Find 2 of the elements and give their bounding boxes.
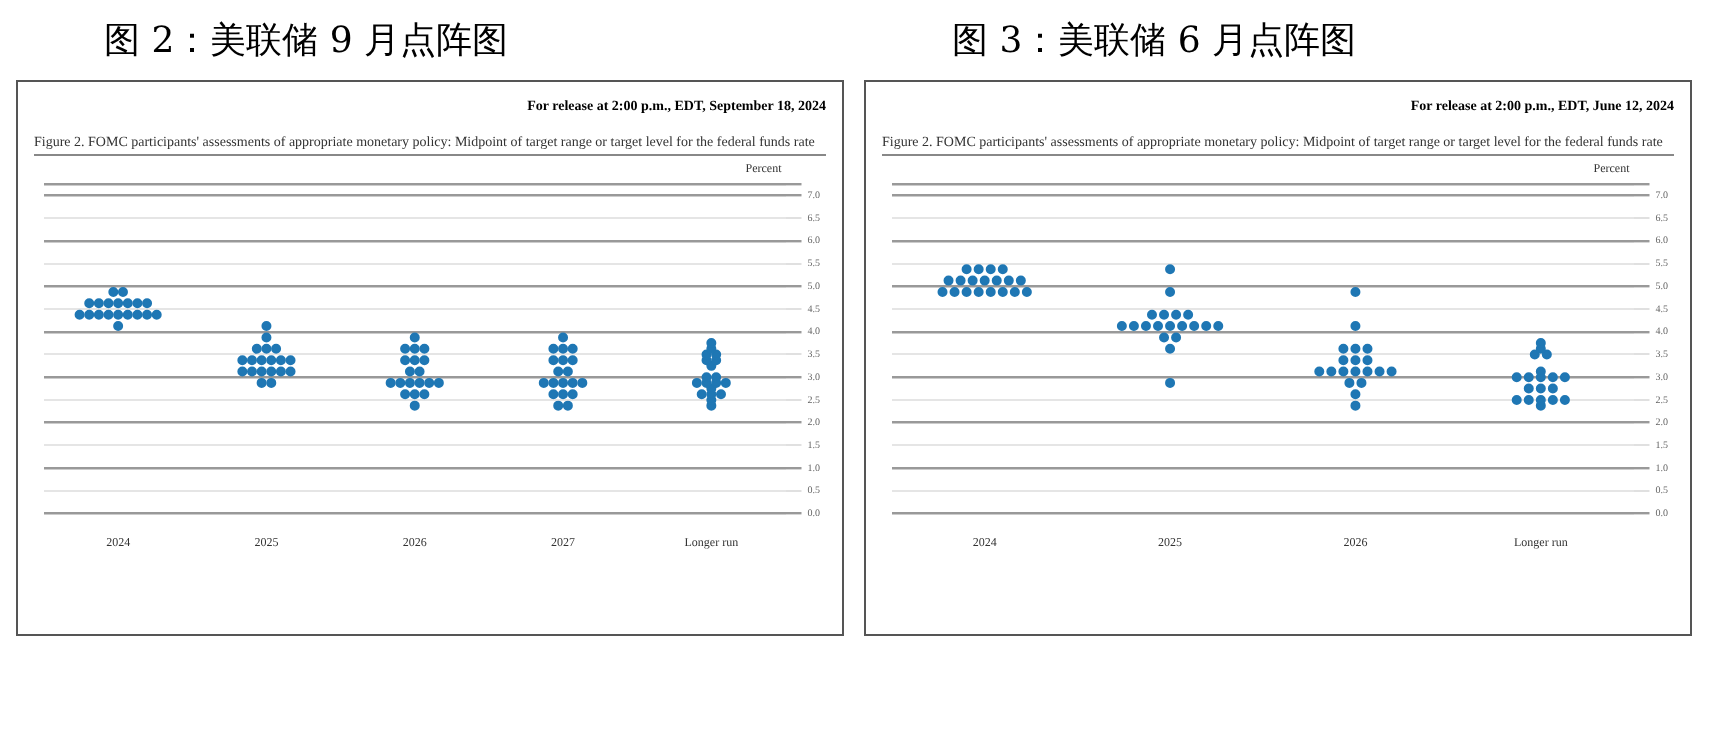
- chart-title: 图 3：美联储 6 月点阵图: [950, 18, 1359, 66]
- chart-title: 图 2：美联储 9 月点阵图: [102, 18, 511, 66]
